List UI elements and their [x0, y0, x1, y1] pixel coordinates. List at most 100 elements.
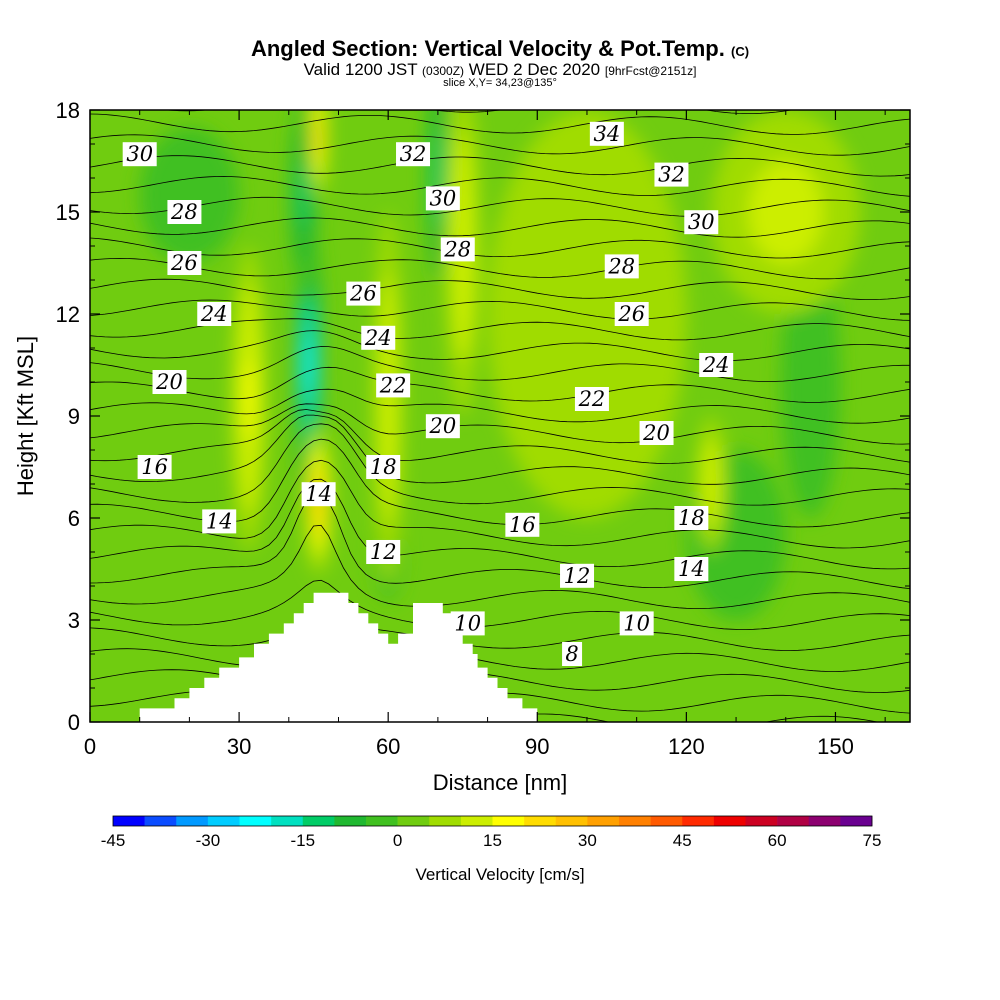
contour-label: 12 — [560, 563, 595, 588]
contour-label: 14 — [674, 557, 709, 581]
valid-prefix: Valid 1200 JST — [303, 60, 418, 79]
chart-subtitle: Valid 1200 JST (0300Z) WED 2 Dec 2020 [9… — [0, 60, 1000, 80]
contour-label-text: 14 — [206, 509, 233, 533]
contour-label: 18 — [674, 506, 709, 530]
colorbar-tick-label: -30 — [196, 831, 221, 850]
contour-label: 28 — [440, 237, 475, 262]
contour-label-bg — [152, 370, 187, 394]
contour-label-text: 8 — [565, 642, 578, 666]
colorbar-tick-label: 45 — [673, 831, 692, 850]
isentrope-line — [90, 388, 910, 424]
isentrope-line — [90, 459, 910, 549]
contour-label: 12 — [366, 540, 401, 564]
contour-label-text: 28 — [170, 200, 198, 224]
isentrope-line — [90, 366, 910, 403]
contour-label-bg — [137, 455, 172, 479]
velocity-cell — [316, 125, 321, 150]
contour-label-bg — [396, 142, 431, 167]
contour-label-bg — [574, 387, 609, 411]
contour-label-bg — [440, 237, 475, 262]
contour-label-bg — [361, 325, 396, 350]
contour-label-text: 26 — [349, 282, 377, 306]
contour-label: 20 — [152, 370, 187, 394]
isentrope-line — [90, 579, 910, 630]
colorbar-swatch — [777, 816, 810, 826]
isentrope-line — [90, 403, 910, 445]
contour-label-text: 16 — [141, 455, 168, 479]
contour-label-text: 10 — [623, 611, 650, 635]
isentropes — [90, 74, 910, 754]
contour-label-text: 16 — [509, 513, 536, 537]
isentrope-line — [90, 524, 910, 610]
y-tick-label: 12 — [56, 302, 80, 327]
contour-label: 10 — [450, 611, 485, 636]
isentrope-line — [90, 113, 910, 135]
contour-label: 30 — [684, 210, 719, 235]
isentrope-line — [90, 74, 910, 93]
y-tick-label: 6 — [68, 506, 80, 531]
isentrope-line — [90, 478, 910, 570]
contour-label-bg — [639, 421, 674, 445]
contour-label: 24 — [699, 353, 734, 377]
velocity-cell — [298, 161, 309, 229]
colorbar-swatch — [555, 816, 588, 826]
colorbar-swatch — [840, 816, 873, 826]
isentrope-line — [90, 257, 910, 280]
x-tick-label: 150 — [817, 734, 854, 759]
valid-utc: (0300Z) — [422, 64, 465, 78]
colorbar-swatch — [524, 816, 557, 826]
contour-label-bg — [589, 121, 624, 146]
colorbar-swatch — [682, 816, 715, 826]
contour-label-text: 20 — [642, 421, 670, 445]
isentrope-line — [90, 423, 910, 506]
isentrope-line — [90, 414, 910, 485]
colorbar-swatch — [619, 816, 651, 826]
colorbar-swatch — [429, 816, 462, 826]
contour-label: 26 — [614, 302, 649, 326]
colorbar-swatch — [713, 816, 746, 826]
colorbar: -45 -30 -15 0 15 30 45 60 75 — [101, 815, 881, 850]
contour-label: 22 — [574, 387, 609, 411]
contour-label: 28 — [604, 254, 639, 279]
contour-label-bg — [167, 251, 202, 275]
y-tick-label: 18 — [56, 98, 80, 123]
contour-label: 14 — [202, 509, 237, 534]
colorbar-tick-label: 15 — [483, 831, 502, 850]
contour-label-bg — [619, 611, 654, 636]
contour-label-text: 30 — [688, 210, 715, 234]
contour-label-text: 20 — [428, 414, 456, 438]
contour-label: 10 — [619, 611, 654, 636]
isentrope-line — [90, 733, 910, 754]
contour-label-bg — [674, 557, 709, 581]
isentrope-line — [90, 175, 910, 197]
isentrope-line — [90, 155, 910, 177]
colorbar-swatch — [460, 816, 493, 826]
colorbar-swatch — [366, 816, 398, 826]
contour-label-bg — [684, 210, 719, 235]
contour-label-text: 24 — [364, 326, 392, 350]
contour-label-bg — [654, 162, 689, 187]
contour-label-text: 14 — [305, 482, 332, 506]
contour-label-bg — [366, 455, 401, 479]
contour-label: 14 — [301, 482, 336, 507]
contour-label-bg — [614, 302, 649, 326]
contour-label: 24 — [361, 325, 396, 350]
x-tick-label: 60 — [376, 734, 400, 759]
contour-label: 32 — [654, 162, 689, 187]
contour-labels: 8 10 10 12 12 14 14 14 16 16 18 18 20 20 20 22 22 24 24 24 2… — [122, 121, 734, 666]
contour-label: 30 — [122, 142, 157, 167]
contour-label: 18 — [366, 455, 401, 479]
contour-label-bg — [562, 642, 583, 666]
velocity-cell — [244, 360, 254, 438]
isentrope-line — [90, 648, 910, 672]
contour-label-text: 28 — [607, 254, 635, 278]
colorbar-swatch — [650, 816, 683, 826]
contour-label-text: 30 — [126, 142, 153, 166]
contour-label: 32 — [396, 142, 431, 167]
isentrope-line — [90, 237, 910, 259]
colorbar-tick-label: -15 — [290, 831, 315, 850]
contour-label-bg — [450, 611, 485, 636]
valid-date: WED 2 Dec 2020 — [468, 60, 601, 79]
contour-label-text: 18 — [678, 506, 705, 530]
contour-label-bg — [202, 509, 237, 534]
